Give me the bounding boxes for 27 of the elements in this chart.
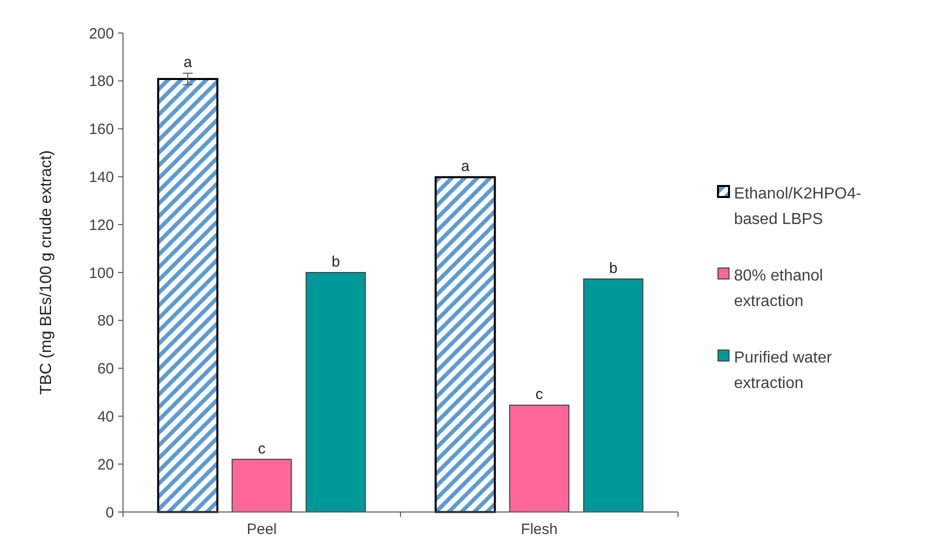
legend-label: Purified water extraction: [734, 350, 832, 392]
y-tick-label: 120: [88, 216, 114, 234]
annotation: b: [609, 260, 618, 277]
y-tick-label: 180: [88, 73, 114, 90]
x-tick-label: Peel: [246, 521, 277, 538]
bar: [306, 272, 366, 512]
annotation: c: [536, 386, 544, 404]
y-tick-label: 160: [88, 121, 114, 138]
legend-label: 80% ethanol extraction: [734, 268, 823, 310]
y-tick-label: 140: [88, 168, 114, 186]
legend-label: Ethanol/K2HPO4-based LBPS: [734, 186, 862, 228]
y-tick-label: 0: [106, 504, 114, 522]
bar: [232, 458, 292, 512]
y-tick-label: 200: [88, 25, 114, 42]
bar: [509, 404, 570, 512]
annotation: a: [461, 158, 470, 176]
bar: [583, 278, 644, 512]
annotation: c: [258, 440, 266, 458]
y-tick-label: 20: [97, 456, 114, 474]
annotation: a: [184, 54, 193, 72]
y-tick-label: 100: [88, 264, 114, 282]
y-tick-label: 60: [97, 360, 114, 378]
annotation: b: [332, 254, 340, 270]
y-tick-label: 40: [97, 408, 114, 426]
y-axis-title: TBC (mg BEs/100 g crude extract): [38, 150, 55, 395]
y-tick-label: 80: [97, 312, 114, 330]
x-tick-label: Flesh: [520, 521, 558, 538]
